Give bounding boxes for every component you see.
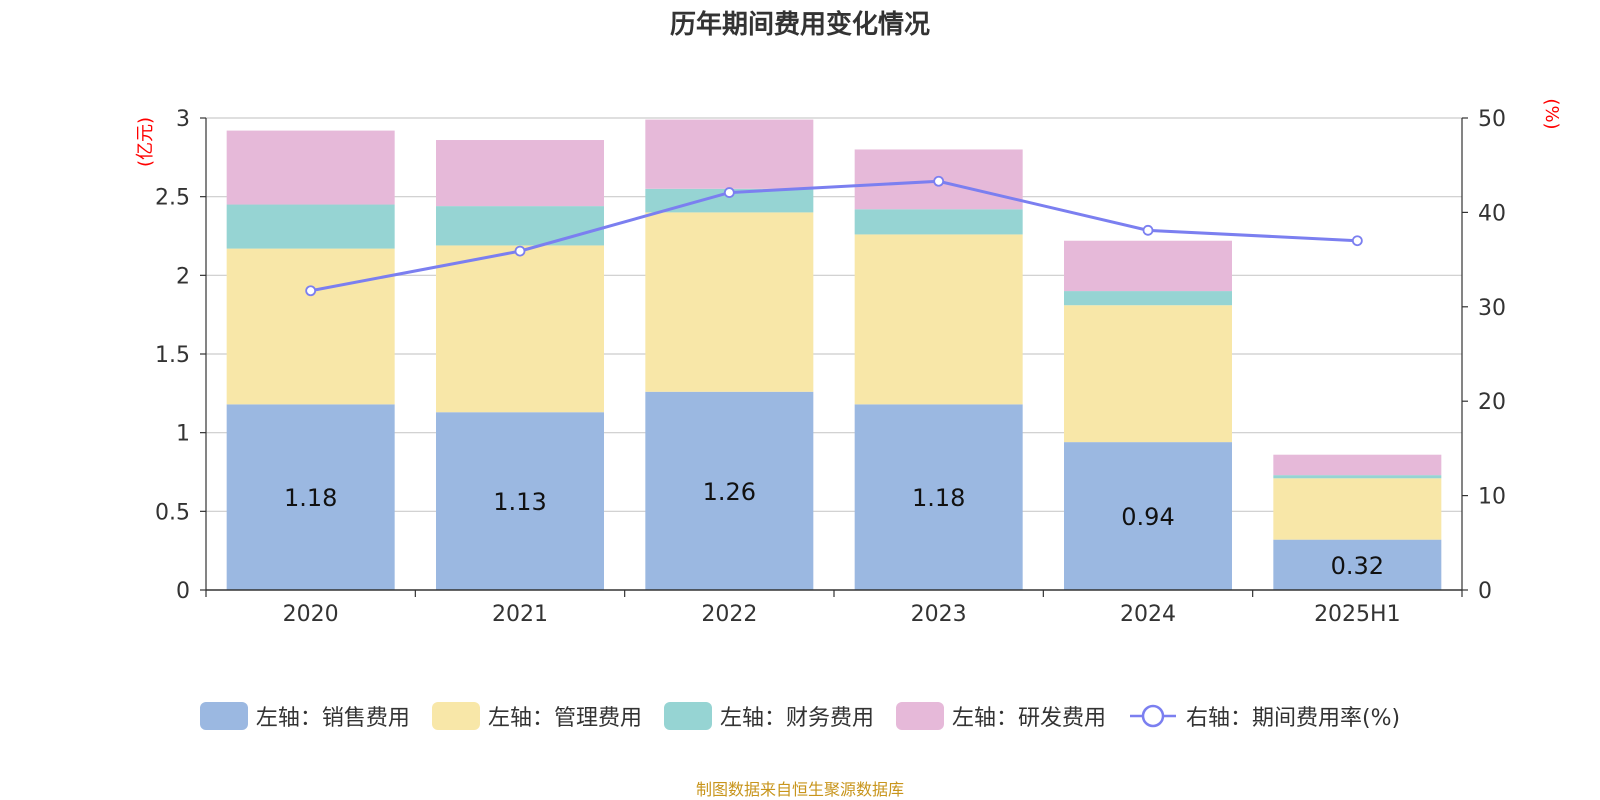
- rate-point: [1351, 235, 1363, 247]
- bar-layer: [226, 119, 1442, 590]
- grid-lines: [206, 117, 1462, 512]
- bar-admin: [1273, 478, 1442, 540]
- bar-sales: [1273, 539, 1442, 590]
- bar-finance: [854, 209, 1023, 235]
- bar-finance: [226, 204, 395, 249]
- right-tick-label: 40: [1478, 201, 1506, 226]
- legend: 左轴：销售费用 左轴：管理费用 左轴：财务费用 左轴：研发费用 右轴：期间费用率(%): [0, 700, 1600, 732]
- bar-finance: [1273, 475, 1442, 479]
- legend-label: 左轴：销售费用: [255, 706, 410, 731]
- rate-point: [305, 285, 317, 297]
- legend-swatch: [199, 702, 248, 730]
- legend-label: 左轴：管理费用: [487, 706, 642, 731]
- legend-swatch: [431, 702, 480, 730]
- bar-admin: [854, 234, 1023, 405]
- bar-rnd: [1273, 454, 1442, 476]
- rate-point: [1142, 224, 1154, 236]
- data-label-layer: 1.18 1.13 1.26 1.18 0.94 0.32: [284, 478, 1384, 580]
- bar-rnd: [226, 130, 395, 205]
- x-tick-label: 2021: [492, 602, 548, 627]
- legend-swatch: [895, 702, 944, 730]
- legend-label: 左轴：财务费用: [719, 706, 874, 731]
- chart-title: 历年期间费用变化情况: [669, 10, 930, 40]
- rate-point: [723, 187, 735, 198]
- bar-data-label: 0.32: [1331, 552, 1384, 580]
- bar-admin: [436, 245, 604, 413]
- rate-line: [310, 179, 1358, 293]
- bar-rnd: [645, 119, 814, 189]
- bar-sales: [226, 404, 395, 590]
- left-tick-label: 2.5: [155, 186, 190, 211]
- left-tick-label: 0: [176, 579, 190, 604]
- legend-item-rate[interactable]: 右轴：期间费用率(%): [1128, 700, 1400, 732]
- right-tick-label: 10: [1478, 485, 1506, 510]
- right-tick-label: 20: [1478, 390, 1506, 415]
- bar-sales: [436, 412, 604, 590]
- right-tick-label: 30: [1478, 296, 1506, 321]
- legend-line-marker-icon: [1129, 704, 1176, 728]
- legend-label: 左轴：研发费用: [951, 706, 1106, 731]
- legend-item-admin[interactable]: 左轴：管理费用: [431, 700, 642, 732]
- bar-rnd: [1064, 240, 1232, 292]
- source-note: 制图数据来自恒生聚源数据库: [695, 780, 904, 799]
- left-tick-label: 0.5: [155, 500, 190, 525]
- bar-admin: [645, 212, 814, 392]
- legend-item-sales[interactable]: 左轴：销售费用: [199, 700, 410, 732]
- legend-item-rnd[interactable]: 左轴：研发费用: [895, 700, 1106, 732]
- x-tick-label: 2024: [1120, 602, 1176, 627]
- left-axis-unit: (亿元): [135, 117, 156, 167]
- x-tick-label: 2025H1: [1314, 602, 1401, 627]
- legend-swatch: [663, 702, 712, 730]
- bar-admin: [226, 248, 395, 405]
- bar-data-label: 1.26: [703, 478, 756, 506]
- left-tick-label: 2: [176, 264, 190, 289]
- bar-rnd: [436, 140, 604, 207]
- bar-finance: [645, 188, 814, 213]
- left-tick-label: 1: [176, 422, 190, 447]
- bar-sales: [854, 404, 1023, 590]
- left-tick-label: 3: [176, 107, 190, 132]
- bar-data-label: 1.13: [493, 488, 546, 516]
- bar-sales: [1064, 442, 1232, 590]
- rate-point: [933, 175, 945, 187]
- bar-data-label: 1.18: [912, 484, 965, 512]
- bar-admin: [1064, 305, 1232, 443]
- right-axis-unit: (%): [1541, 98, 1562, 129]
- rate-line-layer: [305, 175, 1363, 297]
- bar-data-label: 0.94: [1121, 503, 1174, 531]
- left-tick-label: 1.5: [155, 343, 190, 368]
- x-tick-label: 2022: [701, 602, 757, 627]
- legend-label: 右轴：期间费用率(%): [1185, 706, 1401, 731]
- x-tick-label: 2020: [283, 602, 339, 627]
- chart-canvas: 1.18 1.13 1.26 1.180.940.32 00.511.522.5301…: [135, 98, 1562, 627]
- bar-finance: [436, 206, 604, 246]
- legend-item-finance[interactable]: 左轴：财务费用: [663, 700, 874, 732]
- x-tick-label: 2023: [911, 602, 967, 627]
- right-tick-label: 0: [1478, 579, 1492, 604]
- bar-data-label: 1.18: [284, 484, 337, 512]
- right-tick-label: 50: [1478, 107, 1506, 132]
- rate-point: [514, 245, 526, 257]
- bar-sales: [645, 391, 814, 590]
- bar-finance: [1064, 291, 1232, 306]
